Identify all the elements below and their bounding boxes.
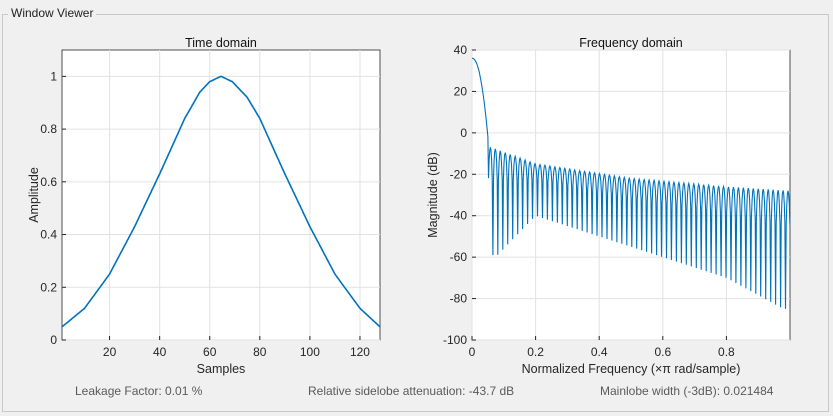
time-domain-xtick-label: 80: [253, 345, 267, 359]
frequency-domain-ytick-label: -80: [450, 292, 468, 306]
frequency-domain-xlabel: Normalized Frequency (×π rad/sample): [522, 362, 741, 376]
frequency-domain-ytick-label: 0: [460, 126, 467, 140]
time-domain-xlabel: Samples: [197, 362, 246, 376]
frequency-domain-ylabel: Magnitude (dB): [426, 152, 440, 237]
time-domain-curve: [61, 75, 381, 328]
time-domain-axes[interactable]: [61, 49, 381, 341]
frequency-domain-ticks: 0 0.2 0.4 0.6 0.8 40 20 0 -20 -40 -60 -80 -100: [443, 43, 735, 359]
frequency-domain-ytick-label: 20: [454, 84, 468, 98]
time-domain-xtick-label: 60: [203, 345, 217, 359]
frequency-domain-xtick-label: 0: [469, 345, 476, 359]
frequency-domain-ytick-label: -20: [450, 167, 468, 181]
time-domain-xtick-label: 120: [350, 345, 370, 359]
frequency-domain-xtick-label: 0.8: [718, 345, 735, 359]
frequency-domain-ytick-label: -40: [450, 209, 468, 223]
frequency-domain-title: Frequency domain: [579, 36, 683, 50]
time-domain-title: Time domain: [185, 36, 257, 50]
frequency-domain-xtick-label: 0.2: [527, 345, 544, 359]
frequency-domain-xtick-label: 0.4: [591, 345, 608, 359]
frequency-domain-curve: [472, 57, 791, 309]
time-domain-ytick-label: 0.4: [40, 228, 57, 242]
leakage-factor: Leakage Factor: 0.01 %: [75, 384, 203, 398]
time-domain-xtick-label: 100: [300, 345, 320, 359]
time-domain-xtick-label: 40: [153, 345, 167, 359]
frequency-domain-ytick-label: -100: [443, 333, 467, 347]
time-domain-ytick-label: 0.2: [40, 280, 57, 294]
time-domain-ytick-label: 0.8: [40, 122, 57, 136]
time-domain-ylabel: Amplitude: [27, 167, 41, 223]
frequency-domain-ytick-label: 40: [454, 43, 468, 57]
time-domain-ticks: 20 40 60 80 100 120 0 0.2 0.4 0.6 0.8 1: [40, 69, 370, 359]
sidelobe-attenuation: Relative sidelobe attenuation: -43.7 dB: [308, 384, 515, 398]
frequency-domain-grid: [471, 49, 790, 341]
mainlobe-width: Mainlobe width (-3dB): 0.021484: [600, 384, 774, 398]
window-viewer-title: Window Viewer: [8, 6, 97, 20]
time-domain-ytick-label: 0.6: [40, 175, 57, 189]
frequency-domain-ytick-label: -60: [450, 250, 468, 264]
frequency-domain-xtick-label: 0.6: [654, 345, 671, 359]
time-domain-ytick-label: 0: [50, 333, 57, 347]
time-domain-grid: [62, 50, 380, 341]
time-domain-xtick-label: 20: [103, 345, 117, 359]
time-domain-ytick-label: 1: [50, 69, 57, 83]
window-viewer-panel: [2, 14, 829, 412]
